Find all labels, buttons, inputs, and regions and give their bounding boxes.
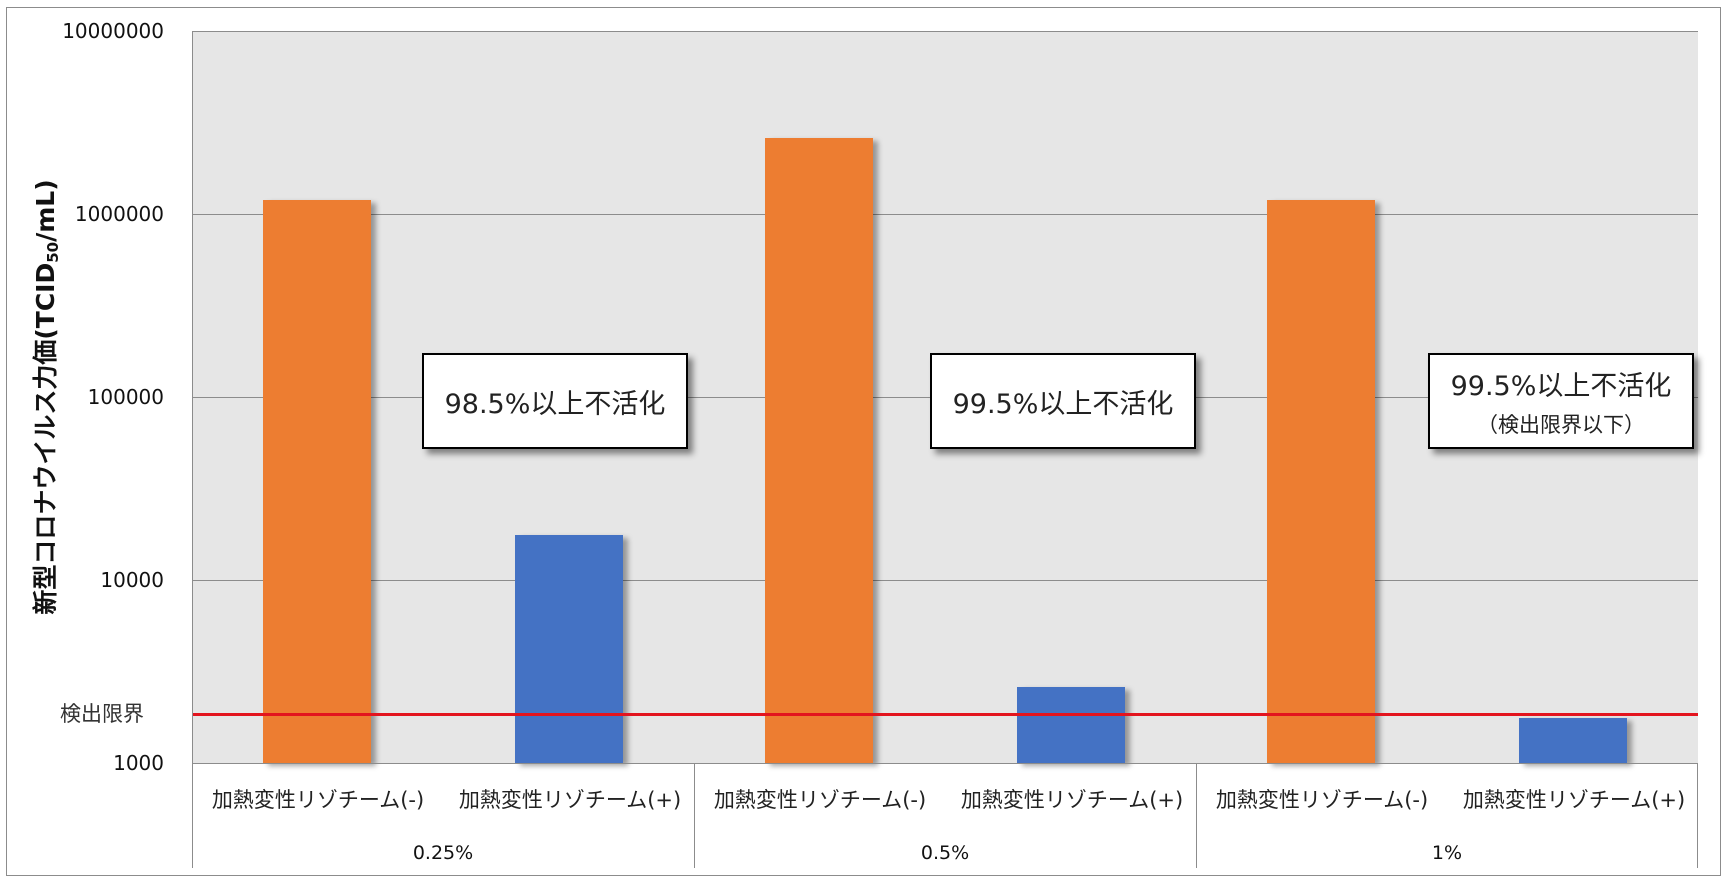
x-sublabel: 加熱変性リゾチーム(+) <box>960 788 1184 812</box>
callout-subtext: （検出限界以下） <box>1477 412 1645 437</box>
y-tick-label: 100000 <box>87 385 164 409</box>
bar-0.25%-lysozyme-minus <box>263 199 371 763</box>
callout-text: 98.5%以上不活化 <box>444 388 666 420</box>
x-group-label: 0.5% <box>920 842 970 864</box>
callout-1%: 99.5%以上不活化 （検出限界以下） <box>1428 353 1694 449</box>
bar-0.25%-lysozyme-plus <box>515 535 623 763</box>
callout-0.5%: 99.5%以上不活化 <box>930 353 1196 449</box>
bar-0.5%-lysozyme-minus <box>765 138 873 763</box>
y-tick-label: 10000000 <box>62 19 164 43</box>
category-divider <box>1697 764 1698 868</box>
gridline <box>193 214 1698 215</box>
bar-1%-lysozyme-plus <box>1519 718 1627 763</box>
x-sublabel: 加熱変性リゾチーム(-) <box>1215 788 1429 812</box>
gridline <box>193 580 1698 581</box>
x-sublabel: 加熱変性リゾチーム(-) <box>713 788 927 812</box>
y-tick-label: 10000 <box>100 568 164 592</box>
detection-limit-line <box>193 713 1698 717</box>
plot-area: 98.5%以上不活化 99.5%以上不活化 99.5%以上不活化 （検出限界以下… <box>192 31 1698 763</box>
category-divider <box>192 764 193 868</box>
x-sublabel: 加熱変性リゾチーム(+) <box>458 788 682 812</box>
detection-limit-label: 検出限界 <box>60 702 144 726</box>
category-divider <box>694 764 695 868</box>
y-tick-label: 1000000 <box>74 202 164 226</box>
callout-0.25%: 98.5%以上不活化 <box>422 353 688 449</box>
x-group-label: 1% <box>1431 842 1463 864</box>
x-sublabel: 加熱変性リゾチーム(-) <box>211 788 425 812</box>
callout-text: 99.5%以上不活化 <box>952 388 1174 420</box>
x-sublabel: 加熱変性リゾチーム(+) <box>1462 788 1686 812</box>
x-group-label: 0.25% <box>412 842 474 864</box>
y-tick-label: 1000 <box>113 751 164 775</box>
bar-0.5%-lysozyme-plus <box>1017 687 1125 763</box>
category-divider <box>1196 764 1197 868</box>
bar-1%-lysozyme-minus <box>1267 199 1375 763</box>
callout-text: 99.5%以上不活化 <box>1450 370 1672 402</box>
x-axis: 加熱変性リゾチーム(-) 加熱変性リゾチーム(+) 加熱変性リゾチーム(-) 加… <box>192 763 1698 868</box>
